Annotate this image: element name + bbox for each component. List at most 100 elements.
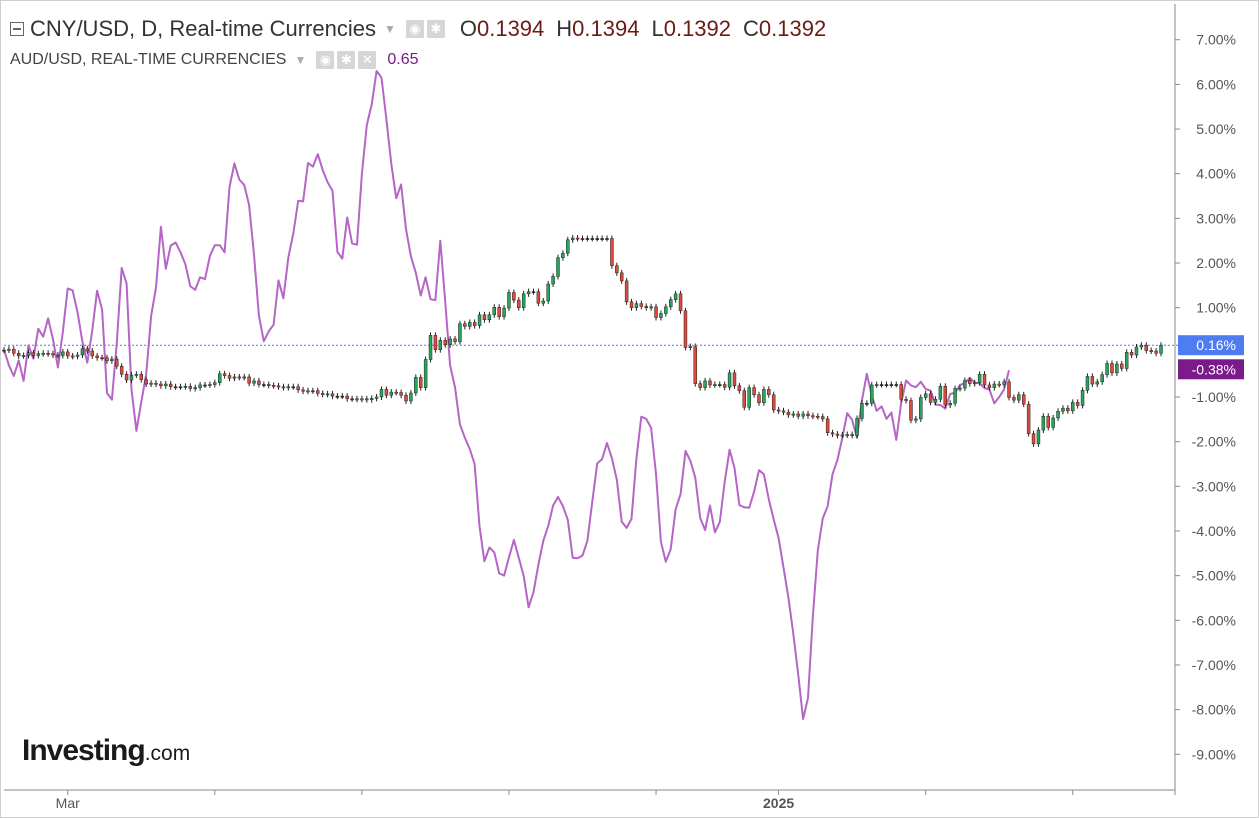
- candle-body: [521, 293, 526, 308]
- y-tick-label: 7.00%: [1196, 32, 1236, 48]
- compare-eye-icon[interactable]: ◉: [316, 51, 335, 69]
- candle-body: [507, 292, 511, 309]
- candle-body: [801, 413, 805, 417]
- candle-body: [369, 398, 374, 400]
- candle-body: [2, 349, 6, 352]
- candle-body: [1022, 394, 1026, 405]
- candle-body: [85, 348, 90, 352]
- axis-labels-layer: 7.00% 6.00% 5.00% 4.00% 3.00% 2.00% 1.00% -1.00…: [56, 32, 1236, 811]
- candle-body: [271, 385, 276, 387]
- compare-series-title[interactable]: AUD/USD, REAL-TIME CURRENCIES: [10, 51, 287, 68]
- candle-body: [423, 359, 428, 388]
- compare-gear-icon[interactable]: ✱: [337, 51, 356, 69]
- candle-body: [90, 350, 94, 357]
- candle-body: [884, 384, 889, 386]
- candle-body: [948, 403, 952, 406]
- candle-body: [860, 403, 864, 419]
- candle-body: [889, 384, 894, 386]
- candle-body: [487, 314, 492, 320]
- candle-body: [727, 372, 732, 388]
- candle-body: [95, 355, 99, 358]
- candle-body: [399, 392, 403, 396]
- candle-body: [306, 390, 310, 393]
- compare-caret-down-icon[interactable]: ▼: [294, 53, 307, 67]
- candle-body: [767, 389, 771, 396]
- y-tick-label: 3.00%: [1196, 210, 1236, 226]
- candle-body: [316, 390, 320, 394]
- candle-body: [693, 346, 697, 384]
- open-label: O: [459, 16, 477, 41]
- candle-body: [320, 393, 325, 395]
- candle-body: [365, 398, 369, 401]
- candle-body: [762, 389, 766, 404]
- candle-body: [154, 382, 158, 385]
- candle-body: [360, 398, 364, 401]
- candle-body: [644, 306, 648, 308]
- candle-body: [281, 386, 286, 389]
- candle-body: [217, 373, 222, 383]
- candle-body: [46, 352, 50, 355]
- candle-body: [791, 413, 796, 416]
- candle-body: [330, 393, 335, 397]
- candle-body: [786, 411, 791, 416]
- candle-body: [1129, 352, 1134, 356]
- candle-body: [257, 380, 261, 385]
- badge-cny-usd: [1178, 335, 1244, 356]
- candle-body: [1002, 381, 1006, 385]
- candle-body: [561, 252, 565, 258]
- candle-body: [134, 373, 139, 376]
- candle-body: [477, 314, 482, 326]
- candle-body: [816, 415, 820, 418]
- candle-body: [585, 238, 590, 240]
- collapse-icon[interactable]: [10, 22, 24, 36]
- candles-layer: [2, 235, 1163, 447]
- candle-body: [36, 353, 41, 356]
- candle-body: [7, 348, 11, 351]
- candle-body: [198, 384, 202, 388]
- y-tick-label: -5.00%: [1192, 568, 1236, 584]
- y-tick-label: 5.00%: [1196, 121, 1236, 137]
- candle-body: [678, 293, 683, 312]
- close-icon[interactable]: ✕: [358, 51, 377, 69]
- y-tick-label: -3.00%: [1192, 478, 1236, 494]
- candle-body: [1061, 407, 1065, 412]
- candle-body: [1110, 363, 1114, 374]
- candle-body: [129, 374, 134, 381]
- candle-body: [16, 352, 21, 357]
- candle-body: [124, 373, 129, 381]
- candle-body: [943, 386, 948, 406]
- caret-down-icon[interactable]: ▼: [383, 22, 396, 36]
- candle-body: [683, 310, 688, 348]
- candle-body: [972, 382, 977, 385]
- candle-body: [203, 384, 207, 387]
- candle-body: [909, 400, 913, 421]
- candle-body: [732, 372, 737, 387]
- badge-aud-usd: [1178, 359, 1244, 380]
- candle-body: [992, 383, 997, 388]
- candle-body: [252, 380, 256, 384]
- candle-body: [379, 389, 384, 398]
- candle-body: [1124, 352, 1129, 369]
- candle-body: [492, 306, 496, 316]
- candle-body: [12, 348, 16, 354]
- candle-body: [830, 432, 835, 435]
- main-series-title[interactable]: CNY/USD, D, Real-time Currencies: [30, 16, 376, 41]
- gear-icon[interactable]: ✱: [426, 20, 445, 38]
- legend-main-row: CNY/USD, D, Real-time Currencies ▼ ◉ ✱ O…: [10, 16, 826, 42]
- candle-body: [840, 434, 845, 437]
- candle-body: [1056, 411, 1060, 419]
- candle-body: [747, 387, 751, 408]
- badges-layer: 0.16% -0.38%: [1178, 335, 1244, 380]
- candle-body: [1100, 374, 1104, 383]
- candle-body: [448, 338, 452, 345]
- candle-body: [1159, 344, 1163, 354]
- candle-body: [291, 386, 295, 389]
- eye-icon[interactable]: ◉: [405, 20, 424, 38]
- candle-body: [997, 383, 1001, 386]
- candle-body: [664, 306, 668, 314]
- candle-body: [796, 413, 800, 417]
- y-tick-label: -4.00%: [1192, 523, 1236, 539]
- close-value: 0.1392: [758, 16, 827, 41]
- candle-body: [350, 398, 354, 401]
